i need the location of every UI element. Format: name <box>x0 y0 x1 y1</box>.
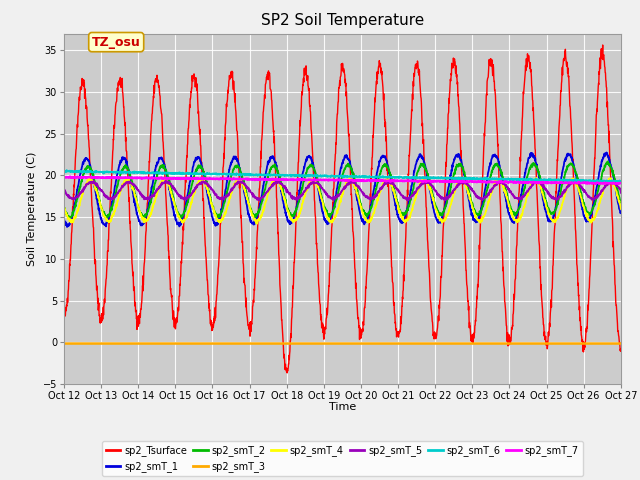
sp2_smT_4 <box>601 182 609 188</box>
sp2_smT_2 <box>617 200 625 205</box>
sp2_smT_2 <box>88 171 96 177</box>
sp2_Tsurface <box>617 348 625 354</box>
sp2_Tsurface <box>284 370 291 376</box>
sp2_smT_4 <box>332 214 339 220</box>
sp2_smT_6 <box>316 173 324 179</box>
sp2_smT_2 <box>601 163 609 168</box>
sp2_smT_3 <box>331 341 339 347</box>
sp2_smT_7 <box>67 174 74 180</box>
sp2_smT_7 <box>499 180 506 185</box>
sp2_smT_2 <box>103 216 111 221</box>
sp2_Tsurface <box>88 210 96 216</box>
sp2_smT_4 <box>499 182 507 188</box>
sp2_Tsurface <box>60 312 68 318</box>
sp2_smT_4 <box>60 204 68 210</box>
Line: sp2_smT_5: sp2_smT_5 <box>64 180 621 201</box>
sp2_smT_5 <box>617 190 625 196</box>
Line: sp2_smT_7: sp2_smT_7 <box>64 177 621 184</box>
sp2_smT_5 <box>602 184 609 190</box>
sp2_smT_5 <box>162 178 170 183</box>
sp2_Tsurface <box>331 158 339 164</box>
sp2_Tsurface <box>599 42 607 48</box>
sp2_smT_2 <box>604 158 612 164</box>
Line: sp2_smT_2: sp2_smT_2 <box>64 161 621 218</box>
sp2_smT_5 <box>404 198 412 204</box>
sp2_Tsurface <box>602 70 609 75</box>
sp2_smT_2 <box>331 201 339 207</box>
sp2_smT_4 <box>617 206 625 212</box>
sp2_smT_6 <box>601 178 609 183</box>
sp2_smT_5 <box>60 187 68 193</box>
sp2_smT_5 <box>88 180 96 186</box>
sp2_Tsurface <box>499 257 506 263</box>
sp2_smT_2 <box>316 188 324 194</box>
sp2_smT_6 <box>63 168 70 173</box>
sp2_smT_2 <box>60 204 68 210</box>
sp2_smT_1 <box>316 197 324 203</box>
sp2_smT_7 <box>89 175 97 181</box>
sp2_smT_6 <box>60 168 68 174</box>
sp2_smT_5 <box>499 181 507 187</box>
sp2_smT_6 <box>89 169 97 175</box>
sp2_smT_5 <box>331 195 339 201</box>
sp2_smT_3 <box>600 341 608 347</box>
sp2_smT_3 <box>60 341 68 347</box>
sp2_smT_3 <box>617 341 625 347</box>
sp2_smT_2 <box>499 173 506 179</box>
Y-axis label: Soil Temperature (C): Soil Temperature (C) <box>27 152 37 266</box>
sp2_Tsurface <box>316 302 324 308</box>
sp2_smT_6 <box>499 176 506 182</box>
sp2_smT_2 <box>601 163 609 169</box>
sp2_smT_7 <box>60 174 68 180</box>
sp2_smT_7 <box>617 180 625 186</box>
Line: sp2_smT_4: sp2_smT_4 <box>64 178 621 224</box>
sp2_smT_1 <box>603 150 611 156</box>
sp2_smT_6 <box>601 179 609 184</box>
sp2_smT_1 <box>601 153 609 159</box>
sp2_smT_4 <box>123 175 131 180</box>
sp2_smT_6 <box>617 178 625 184</box>
sp2_smT_7 <box>316 177 324 182</box>
sp2_smT_1 <box>89 173 97 179</box>
Line: sp2_Tsurface: sp2_Tsurface <box>64 45 621 373</box>
sp2_smT_1 <box>60 215 68 221</box>
sp2_smT_1 <box>63 224 71 230</box>
sp2_smT_1 <box>499 179 506 185</box>
sp2_smT_5 <box>316 183 324 189</box>
Line: sp2_smT_1: sp2_smT_1 <box>64 153 621 227</box>
X-axis label: Time: Time <box>329 402 356 412</box>
sp2_smT_7 <box>601 180 609 186</box>
Title: SP2 Soil Temperature: SP2 Soil Temperature <box>260 13 424 28</box>
Line: sp2_smT_6: sp2_smT_6 <box>64 170 621 182</box>
sp2_smT_4 <box>317 192 324 198</box>
sp2_smT_3 <box>316 341 324 347</box>
sp2_smT_3 <box>88 341 96 347</box>
Text: TZ_osu: TZ_osu <box>92 36 141 48</box>
sp2_smT_3 <box>499 341 506 347</box>
sp2_smT_7 <box>595 181 603 187</box>
sp2_smT_7 <box>331 178 339 183</box>
sp2_smT_3 <box>601 341 609 347</box>
Legend: sp2_Tsurface, sp2_smT_1, sp2_smT_2, sp2_smT_3, sp2_smT_4, sp2_smT_5, sp2_smT_6, : sp2_Tsurface, sp2_smT_1, sp2_smT_2, sp2_… <box>102 442 583 476</box>
sp2_smT_1 <box>617 210 625 216</box>
sp2_smT_5 <box>601 183 609 189</box>
sp2_smT_1 <box>601 153 609 159</box>
sp2_Tsurface <box>601 64 609 70</box>
sp2_smT_4 <box>602 183 609 189</box>
sp2_smT_4 <box>253 221 261 227</box>
sp2_smT_1 <box>331 199 339 204</box>
sp2_smT_6 <box>604 179 611 185</box>
sp2_smT_6 <box>331 173 339 179</box>
sp2_smT_7 <box>602 180 609 186</box>
sp2_smT_4 <box>88 178 96 184</box>
